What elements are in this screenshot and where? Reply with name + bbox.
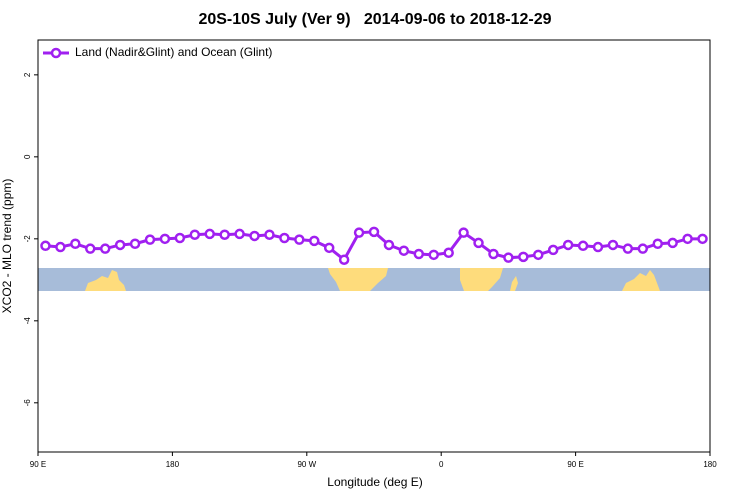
data-point bbox=[473, 237, 484, 249]
data-point bbox=[85, 243, 96, 254]
x-tick-label: 90 W bbox=[297, 460, 316, 469]
data-point bbox=[652, 238, 663, 249]
data-point bbox=[547, 244, 559, 256]
y-tick-label: -4 bbox=[23, 317, 32, 325]
data-point bbox=[219, 229, 230, 240]
data-point bbox=[294, 234, 305, 245]
data-point bbox=[353, 227, 365, 238]
data-point bbox=[204, 228, 215, 240]
data-point bbox=[458, 227, 469, 238]
x-axis-label: Longitude (deg E) bbox=[327, 475, 422, 489]
data-point bbox=[264, 229, 275, 240]
legend-marker bbox=[50, 47, 62, 59]
y-tick-label: 2 bbox=[23, 72, 32, 77]
data-point bbox=[697, 233, 708, 245]
y-tick-label: 0 bbox=[23, 154, 32, 159]
data-point bbox=[518, 251, 529, 263]
plot-frame bbox=[37, 39, 711, 453]
y-axis-label: XCO2 - MLO trend (ppm) bbox=[0, 179, 14, 314]
data-point bbox=[368, 226, 380, 238]
data-point bbox=[99, 243, 111, 254]
data-point bbox=[279, 232, 290, 244]
data-point bbox=[323, 242, 335, 254]
data-point bbox=[503, 252, 514, 263]
data-point bbox=[577, 240, 589, 252]
legend-label: Land (Nadir&Glint) and Ocean (Glint) bbox=[75, 45, 272, 59]
data-point bbox=[114, 239, 126, 251]
data-point bbox=[622, 243, 634, 254]
data-point bbox=[533, 249, 544, 261]
data-point bbox=[55, 241, 66, 253]
data-point bbox=[144, 234, 156, 245]
data-point bbox=[338, 254, 350, 265]
chart-title: 20S-10S July (Ver 9) 2014-09-06 to 2018-… bbox=[198, 11, 551, 28]
data-point bbox=[667, 237, 678, 249]
data-point bbox=[413, 248, 425, 260]
data-point bbox=[637, 243, 649, 254]
data-point bbox=[428, 249, 439, 261]
data-point bbox=[174, 232, 186, 244]
data-point bbox=[443, 247, 454, 259]
data-point bbox=[249, 230, 260, 242]
x-tick-label: 180 bbox=[166, 460, 180, 469]
data-point bbox=[309, 235, 320, 247]
y-tick-label: -6 bbox=[23, 399, 32, 407]
data-point bbox=[488, 248, 499, 260]
data-point bbox=[607, 239, 619, 251]
data-point bbox=[234, 228, 245, 240]
x-tick-label: 0 bbox=[439, 460, 444, 469]
data-point bbox=[682, 233, 693, 245]
data-point bbox=[592, 241, 604, 253]
data-point bbox=[383, 239, 395, 251]
data-point bbox=[159, 233, 171, 245]
x-tick-label: 90 E bbox=[30, 460, 46, 469]
data-point bbox=[189, 229, 201, 240]
data-point bbox=[40, 240, 51, 252]
map-strip bbox=[38, 268, 710, 291]
data-point bbox=[70, 238, 81, 249]
data-point bbox=[129, 238, 141, 249]
x-tick-label: 90 E bbox=[567, 460, 583, 469]
data-point bbox=[398, 245, 410, 256]
x-tick-label: 180 bbox=[703, 460, 717, 469]
y-tick-label: -2 bbox=[23, 235, 32, 243]
data-point bbox=[562, 239, 574, 251]
